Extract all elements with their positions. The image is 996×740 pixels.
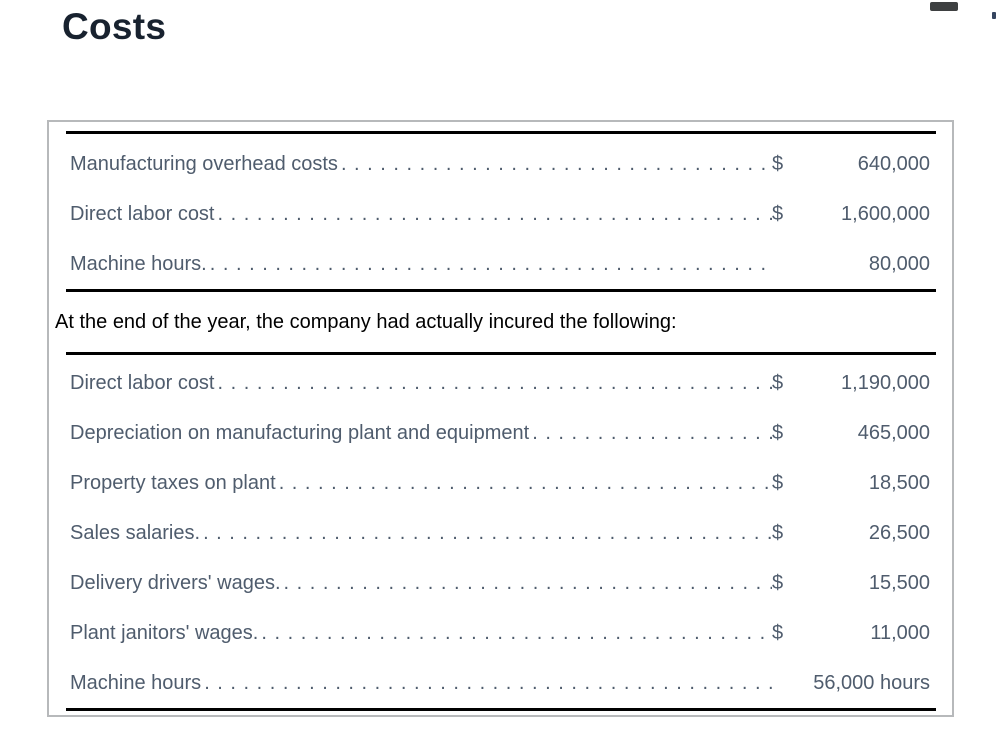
table-row: Machine hours . . . . . . . . . . . . . … [70, 658, 930, 708]
currency-symbol: $ [772, 422, 784, 444]
row-amount: 56,000 hours [772, 658, 930, 708]
row-amount: $ 1,600,000 [772, 189, 930, 239]
row-value: 1,600,000 [841, 203, 930, 225]
table-row: Direct labor cost . . . . . . . . . . . … [70, 189, 930, 239]
row-label: Property taxes on plant [70, 472, 276, 494]
currency-symbol: $ [772, 572, 784, 594]
row-value: 1,190,000 [841, 372, 930, 394]
dot-leader: . . . . . . . . . . . . . . . . . . . . … [532, 422, 772, 444]
row-amount: $ 1,190,000 [772, 358, 930, 408]
currency-symbol: $ [772, 153, 784, 175]
row-value: 80,000 [868, 253, 930, 275]
row-amount: $ 15,500 [772, 558, 930, 608]
row-amount: $ 11,000 [772, 608, 930, 658]
table-row: Direct labor cost . . . . . . . . . . . … [70, 358, 930, 408]
row-value: 56,000 hours [813, 672, 930, 694]
row-value: 11,000 [870, 622, 930, 644]
currency-symbol: $ [772, 203, 784, 225]
row-amount: $ 640,000 [772, 139, 930, 189]
window-control-pill [930, 2, 958, 11]
table-row: Property taxes on plant . . . . . . . . … [70, 458, 930, 508]
budgeted-costs-rows: Manufacturing overhead costs . . . . . .… [49, 134, 952, 289]
dot-leader: . . . . . . . . . . . . . . . . . . . . … [209, 253, 772, 275]
actual-costs-rows: Direct labor cost . . . . . . . . . . . … [49, 355, 952, 708]
table-row: Manufacturing overhead costs . . . . . .… [70, 139, 930, 189]
row-value: 640,000 [857, 153, 930, 175]
row-value: 465,000 [857, 422, 930, 444]
dot-leader: . . . . . . . . . . . . . . . . . . . . … [283, 572, 772, 594]
table-row: Delivery drivers' wages. . . . . . . . .… [70, 558, 930, 608]
currency-symbol: $ [772, 472, 784, 494]
row-label: Direct labor cost [70, 372, 215, 394]
dot-leader: . . . . . . . . . . . . . . . . . . . . … [203, 522, 772, 544]
row-label: Manufacturing overhead costs [70, 153, 338, 175]
row-amount: $ 18,500 [772, 458, 930, 508]
dot-leader: . . . . . . . . . . . . . . . . . . . . … [204, 672, 772, 694]
dot-leader: . . . . . . . . . . . . . . . . . . . . … [261, 622, 772, 644]
table-row: Depreciation on manufacturing plant and … [70, 408, 930, 458]
row-value: 18,500 [868, 472, 930, 494]
page-title: Costs [62, 6, 167, 47]
row-value: 15,500 [868, 572, 930, 594]
currency-symbol: $ [772, 372, 784, 394]
dot-leader: . . . . . . . . . . . . . . . . . . . . … [340, 153, 772, 175]
row-value: 26,500 [868, 522, 930, 544]
note-text: At the end of the year, the company had … [55, 311, 677, 333]
row-label: Sales salaries. [70, 522, 201, 544]
row-label: Delivery drivers' wages. [70, 572, 281, 594]
bottom-rule [66, 708, 936, 711]
row-label: Machine hours. [70, 253, 207, 275]
currency-symbol: $ [772, 622, 784, 644]
dot-leader: . . . . . . . . . . . . . . . . . . . . … [217, 372, 773, 394]
middle-rule-upper [66, 289, 936, 292]
row-amount: 80,000 [772, 239, 930, 289]
row-label: Plant janitors' wages. [70, 622, 259, 644]
row-label: Direct labor cost [70, 203, 215, 225]
middle-rule-lower [66, 352, 936, 355]
row-label: Machine hours [70, 672, 202, 694]
costs-exhibit-table: Manufacturing overhead costs . . . . . .… [47, 120, 954, 717]
top-rule [66, 131, 936, 134]
currency-symbol: $ [772, 522, 784, 544]
row-amount: $ 26,500 [772, 508, 930, 558]
edge-cutoff-icon [992, 12, 996, 19]
row-label: Depreciation on manufacturing plant and … [70, 422, 530, 444]
row-amount: $ 465,000 [772, 408, 930, 458]
dot-leader: . . . . . . . . . . . . . . . . . . . . … [278, 472, 772, 494]
table-row: Sales salaries. . . . . . . . . . . . . … [70, 508, 930, 558]
table-row: Machine hours. . . . . . . . . . . . . .… [70, 239, 930, 289]
table-row: Plant janitors' wages. . . . . . . . . .… [70, 608, 930, 658]
dot-leader: . . . . . . . . . . . . . . . . . . . . … [217, 203, 773, 225]
